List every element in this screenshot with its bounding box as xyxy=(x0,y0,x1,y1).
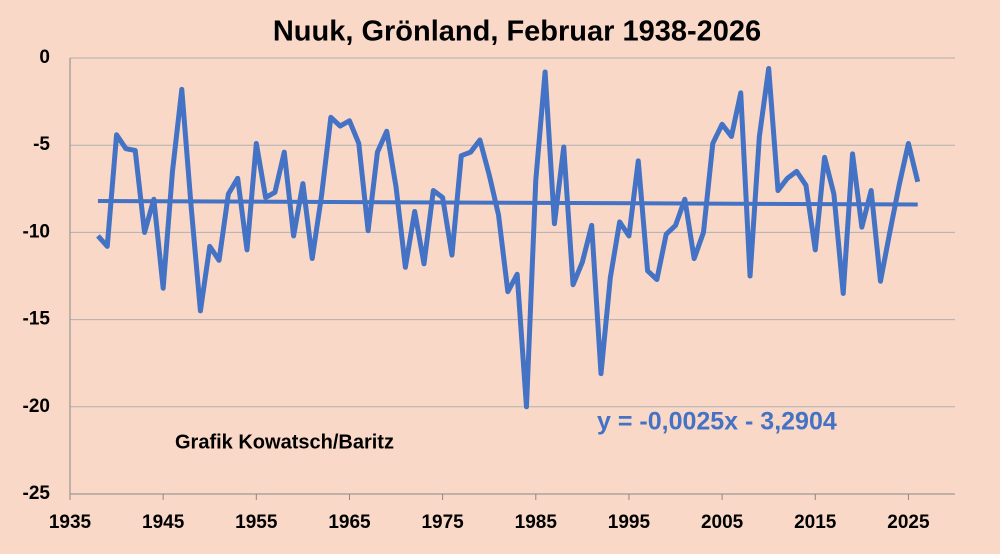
y-tick-label: 0 xyxy=(39,47,50,68)
x-tick-label: 1985 xyxy=(515,512,558,533)
trend-line xyxy=(97,199,918,207)
annotation: Grafik Kowatsch/Baritz xyxy=(175,431,394,453)
y-tick-label: -5 xyxy=(33,134,50,155)
y-tick-label: -20 xyxy=(23,396,50,417)
trend-equation: y = -0,0025x - 3,2904 xyxy=(597,408,837,436)
x-tick-label: 1955 xyxy=(235,512,278,533)
x-tick-label: 1965 xyxy=(328,512,371,533)
y-tick-label: -10 xyxy=(23,221,50,242)
x-tick-label: 1995 xyxy=(608,512,651,533)
x-tick-label: 2025 xyxy=(887,512,930,533)
y-tick-label: -15 xyxy=(23,309,51,330)
data-line xyxy=(96,65,921,410)
x-tick-label: 1935 xyxy=(49,512,92,533)
y-tick-label: -25 xyxy=(23,483,51,504)
x-tick-label: 2005 xyxy=(701,512,744,533)
x-tick-label: 2015 xyxy=(794,512,837,533)
chart-title: Nuuk, Grönland, Februar 1938-2026 xyxy=(273,16,761,48)
x-tick-label: 1945 xyxy=(142,512,185,533)
x-tick-label: 1975 xyxy=(421,512,464,533)
